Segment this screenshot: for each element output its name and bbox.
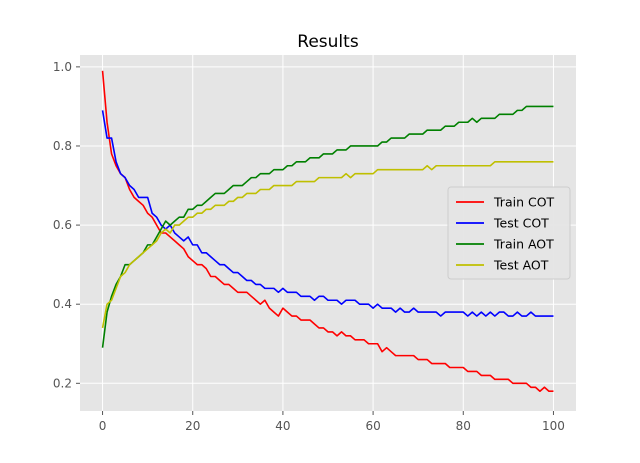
series-line-train-cot xyxy=(101,70,554,393)
x-tick-label: 80 xyxy=(456,419,471,433)
legend-label: Train COT xyxy=(493,195,555,210)
x-tick-label: 100 xyxy=(542,419,565,433)
legend-label: Test COT xyxy=(493,216,549,231)
y-tick-label: 0.8 xyxy=(53,139,72,153)
chart-title: Results xyxy=(297,32,359,52)
y-axis: 0.2 0.4 0.6 0.8 1.0 xyxy=(53,60,80,390)
legend-label: Test AOT xyxy=(493,258,549,273)
x-tick-label: 20 xyxy=(185,419,200,433)
y-tick-label: 0.2 xyxy=(53,376,72,390)
legend: Train COT Test COT Train AOT Test AOT xyxy=(447,186,571,280)
series-lines xyxy=(101,70,554,393)
y-tick-label: 0.4 xyxy=(53,297,72,311)
series-line-train-aot xyxy=(101,105,554,348)
y-tick-label: 1.0 xyxy=(53,60,72,74)
y-tick-label: 0.6 xyxy=(53,218,72,232)
x-tick-label: 0 xyxy=(99,419,107,433)
legend-label: Train AOT xyxy=(493,237,554,252)
series-line-test-cot xyxy=(101,110,554,317)
x-tick-label: 60 xyxy=(365,419,380,433)
x-axis: 0 20 40 60 80 100 xyxy=(99,411,565,433)
legend-box xyxy=(447,186,571,280)
series-line-test-aot xyxy=(101,161,554,329)
x-tick-label: 40 xyxy=(275,419,290,433)
